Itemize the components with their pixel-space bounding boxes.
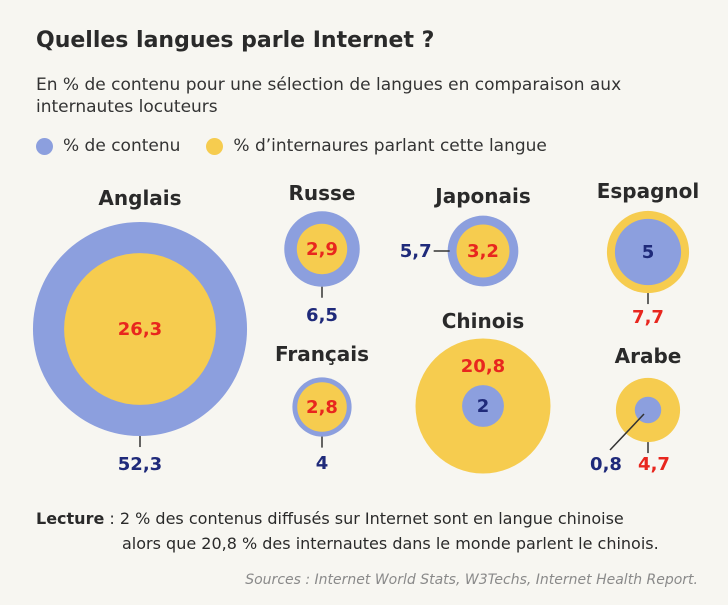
legend-swatch-users (206, 137, 224, 155)
language-label-chinois: Chinois (442, 309, 525, 333)
value-inner-chinois: 2 (477, 396, 490, 417)
value-outer-russe: 6,5 (306, 305, 338, 326)
legend-item-users: % d’internaures parlant cette langue (206, 136, 547, 156)
bubble-content-espagnol (614, 218, 682, 286)
language-label-japonais: Japonais (433, 184, 531, 208)
language-label-espagnol: Espagnol (597, 179, 700, 203)
reading-note: Lecture : 2 % des contenus diffusés sur … (36, 506, 659, 556)
bubble-content-chinois (462, 385, 504, 427)
chart-title: Quelles langues parle Internet ? (36, 28, 435, 53)
chart-subtitle: En % de contenu pour une sélection de la… (36, 75, 622, 117)
bubble-users-franais (297, 382, 347, 432)
value-outer-espagnol: 7,7 (632, 307, 664, 328)
language-label-franais: Français (275, 342, 369, 366)
bubble-users-russe (296, 223, 348, 275)
value-outer-arabe: 4,7 (638, 454, 670, 475)
language-label-arabe: Arabe (615, 344, 682, 368)
legend-item-content: % de contenu (36, 136, 180, 156)
value-inner-russe: 2,9 (306, 239, 338, 260)
value-inner-anglais: 26,3 (118, 319, 162, 340)
reading-label: Lecture (36, 509, 105, 528)
value-inner-arabe: 0,8 (590, 454, 622, 475)
legend: % de contenu % d’internaures parlant cet… (36, 136, 573, 156)
value-inner-franais: 2,8 (306, 397, 338, 418)
legend-label-users: % d’internaures parlant cette langue (233, 136, 547, 156)
value-outer-franais: 4 (316, 453, 329, 474)
language-label-anglais: Anglais (98, 186, 181, 210)
value-outer-japonais: 5,7 (400, 241, 432, 262)
bubble-users-anglais (64, 253, 216, 405)
language-label-russe: Russe (288, 181, 355, 205)
reading-line-2: alors que 20,8 % des internautes dans le… (122, 534, 659, 553)
value-inner-japonais: 3,2 (467, 241, 499, 262)
value-inner-espagnol: 5 (642, 242, 655, 263)
legend-swatch-content (36, 137, 53, 155)
value-outer-chinois: 20,8 (461, 356, 505, 377)
legend-label-content: % de contenu (63, 136, 181, 156)
bubble-users-japonais (456, 224, 510, 278)
reading-line-1: : 2 % des contenus diffusés sur Internet… (104, 509, 624, 528)
sources: Sources : Internet World Stats, W3Techs,… (245, 572, 698, 588)
bubble-chart: Anglais 26,3 52,3 Russe 2,9 6,5 Japonais 3,2 5,7… (32, 179, 700, 475)
leader-line-inner-arabe (609, 413, 645, 451)
value-outer-anglais: 52,3 (118, 454, 162, 475)
